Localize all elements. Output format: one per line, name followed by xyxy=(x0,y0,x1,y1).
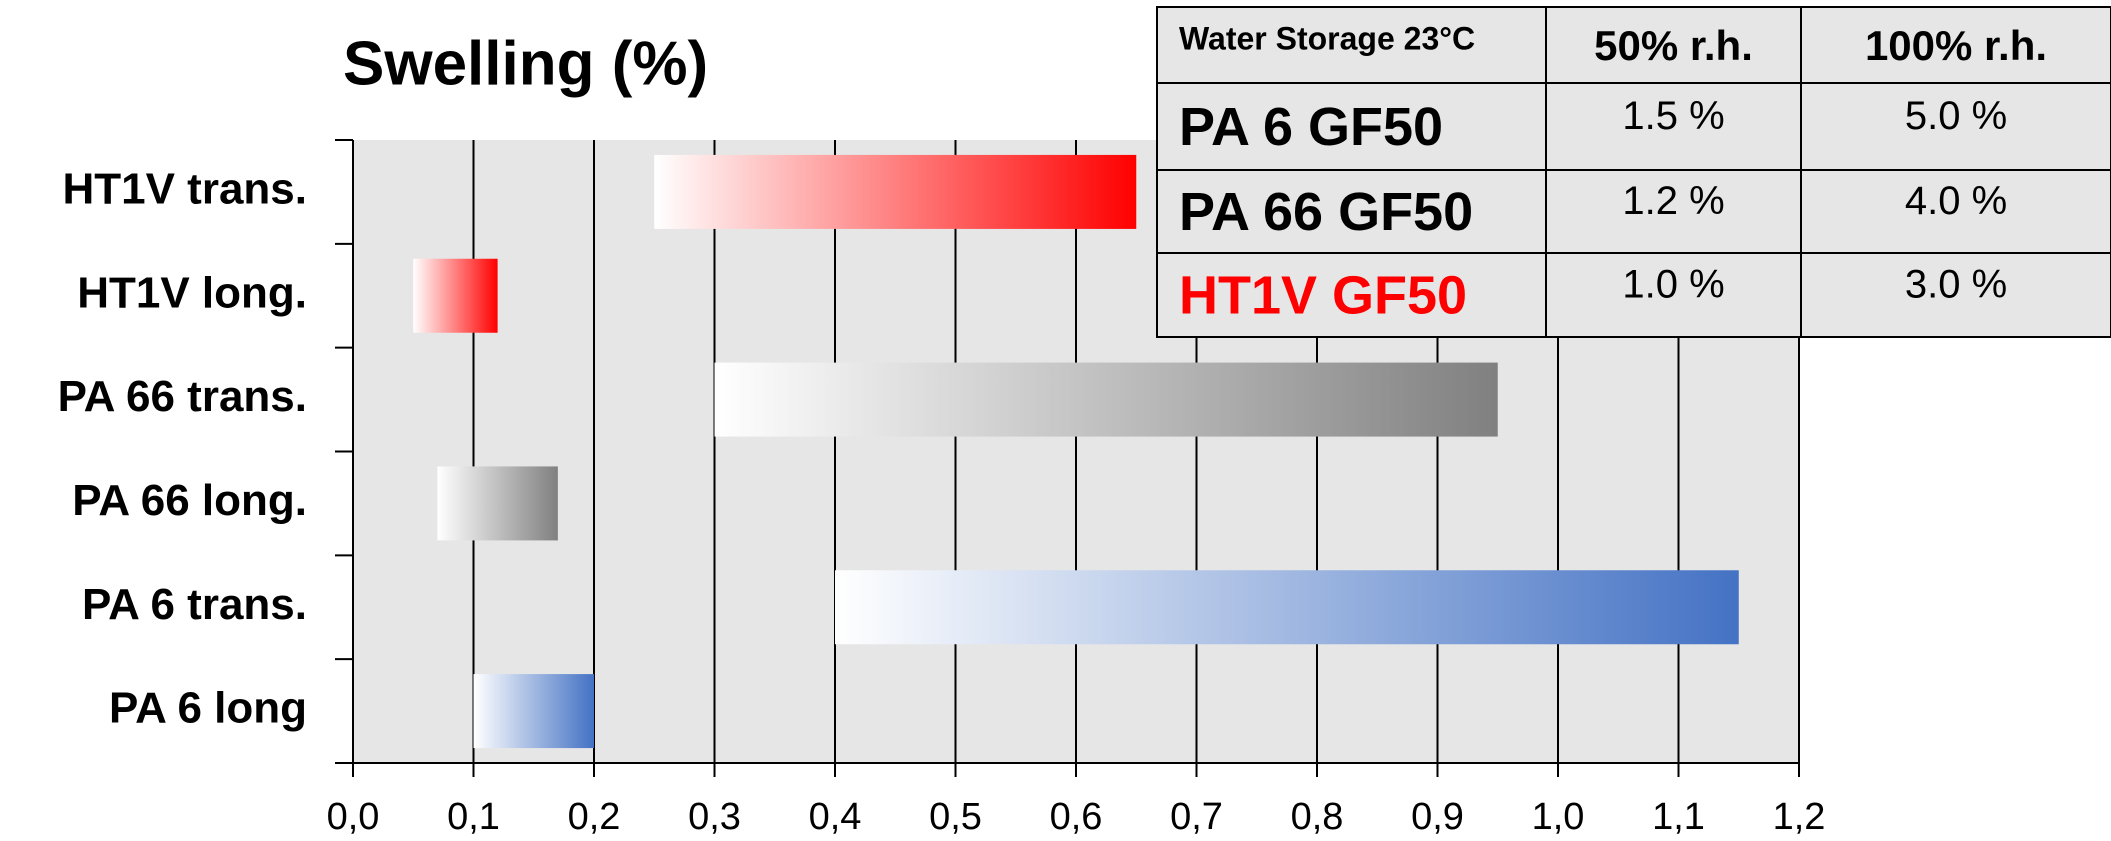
x-tick-label: 1,2 xyxy=(1773,796,1826,838)
chart-title: Swelling (%) xyxy=(343,29,708,98)
table-header: Water Storage 23°C xyxy=(1179,20,1475,56)
x-tick-label: 0,1 xyxy=(447,796,500,838)
table-cell: 1.2 % xyxy=(1622,179,1724,223)
y-tick-label: PA 66 trans. xyxy=(58,372,307,421)
x-tick-label: 0,9 xyxy=(1411,796,1464,838)
x-tick-label: 0,2 xyxy=(568,796,621,838)
table-header: 100% r.h. xyxy=(1865,22,2047,69)
y-tick-label: HT1V trans. xyxy=(62,165,307,214)
x-tick-label: 0,7 xyxy=(1170,796,1223,838)
x-tick-label: 0,3 xyxy=(688,796,741,838)
x-tick-label: 0,0 xyxy=(327,796,380,838)
table-cell: 5.0 % xyxy=(1905,94,2007,138)
y-tick-label: PA 6 long xyxy=(109,684,307,733)
bar xyxy=(714,362,1498,437)
table-cell: 4.0 % xyxy=(1905,179,2007,223)
table-cell: 1.0 % xyxy=(1622,263,1724,307)
x-tick-label: 0,8 xyxy=(1291,796,1344,838)
table-row-label: PA 66 GF50 xyxy=(1179,182,1473,242)
table-cell: 3.0 % xyxy=(1905,263,2007,307)
x-tick-label: 1,1 xyxy=(1652,796,1705,838)
y-tick-label: PA 6 trans. xyxy=(82,580,307,629)
bar xyxy=(835,570,1739,645)
table-background xyxy=(1156,6,2111,338)
table-header: 50% r.h. xyxy=(1594,22,1753,69)
y-tick-label: PA 66 long. xyxy=(72,476,307,525)
table-row-label: PA 6 GF50 xyxy=(1179,97,1443,157)
bar xyxy=(413,258,498,333)
bar xyxy=(437,466,558,541)
x-tick-label: 1,0 xyxy=(1532,796,1585,838)
y-tick-label: HT1V long. xyxy=(77,268,307,317)
table-row-label: HT1V GF50 xyxy=(1179,265,1467,325)
x-tick-label: 0,6 xyxy=(1050,796,1103,838)
x-tick-label: 0,5 xyxy=(929,796,982,838)
table-cell: 1.5 % xyxy=(1622,94,1724,138)
bar xyxy=(654,154,1137,229)
bar xyxy=(473,674,594,749)
x-tick-label: 0,4 xyxy=(809,796,862,838)
